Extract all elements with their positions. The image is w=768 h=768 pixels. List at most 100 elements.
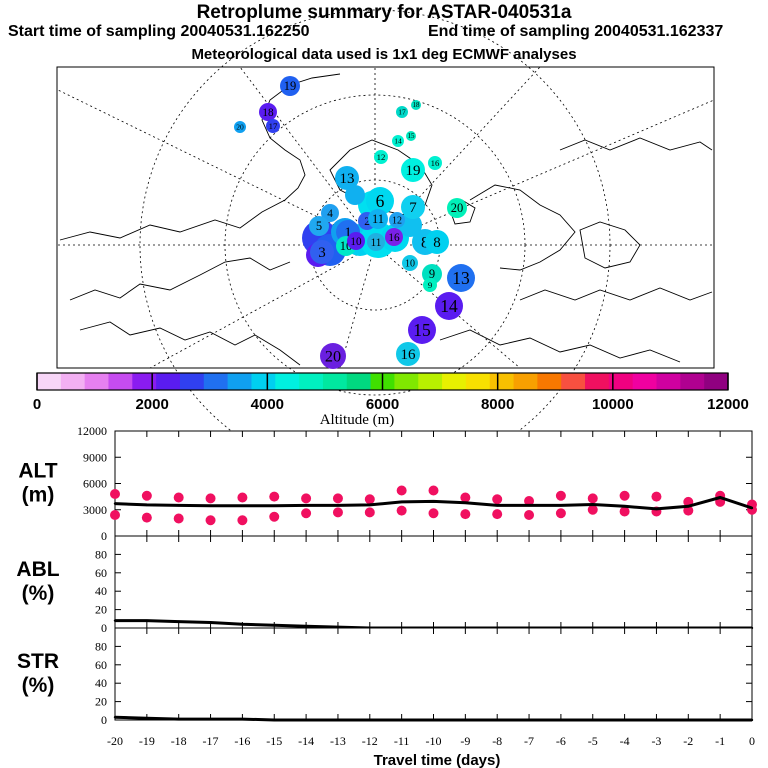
plume-marker [447,264,475,292]
meridian-line [339,244,376,369]
data-point [304,504,308,507]
plume-marker [366,187,394,215]
meridian-line [239,66,376,246]
data-point [177,504,180,507]
plume-marker [266,119,280,133]
plume-label: 19 [406,163,421,179]
data-point [145,619,149,622]
data-point [368,503,371,507]
data-point [432,718,435,722]
x-tick-label: -2 [683,734,693,748]
plume-label: 17 [398,108,406,117]
spread-marker [332,493,343,504]
spread-marker [141,512,152,523]
spread-marker [364,494,375,505]
plume-label: 12 [377,152,386,162]
plume-label: 15 [413,320,431,340]
plume-label: 20 [325,347,341,365]
y-tick-label: 40 [95,676,107,690]
colorbar-segment [37,373,62,390]
data-point [718,718,722,722]
colorbar-segment [322,373,348,390]
plume-marker [385,228,403,246]
spread-marker [364,507,375,518]
x-tick-label: -11 [394,734,410,748]
y-tick-label: 12000 [77,424,107,438]
start-time-label: Start time of sampling 20040531.162250 [8,23,310,40]
coastline-hudson [69,257,291,301]
panel-frame [114,430,753,537]
panel-ylabel: (m) [22,484,55,507]
plume-label: 2 [364,216,370,228]
plume-label: 17 [269,121,278,131]
plume-marker [367,233,385,251]
plume-marker [406,131,416,141]
data-point [177,717,180,721]
colorbar-segment [537,373,562,390]
spread-marker [301,493,312,504]
plume-marker [259,103,277,121]
end-time-label: End time of sampling 20040531.162337 [428,23,724,40]
spread-marker [269,491,280,502]
panel-ylabel: (%) [22,674,55,697]
spread-marker [237,515,248,526]
colorbar-tick-label: 8000 [481,396,514,413]
data-point [113,716,117,719]
x-tick-label: -1 [715,734,725,748]
spread-marker [428,508,439,519]
panel-alt: 0 3000 6000 9000 12000 ALT(m) [18,424,757,543]
data-point [464,501,467,504]
y-tick-label: 60 [95,658,107,672]
panel-ylabel: ALT [18,460,57,483]
plume-label: 6 [376,191,385,211]
data-point [336,718,340,722]
plume-label: 3 [318,245,326,261]
colorbar-segment [585,373,610,390]
x-tick-label: -20 [107,734,123,748]
data-point [432,500,435,503]
spread-marker [619,490,630,501]
data-point [304,624,308,628]
x-tick-label: -19 [139,734,155,748]
data-point [623,718,626,722]
plume-label: 13 [340,171,355,187]
spread-marker [460,509,471,520]
plume-label: 11 [371,237,382,249]
x-tick-label: -3 [651,734,661,748]
plume-marker [425,230,449,254]
data-point [273,504,276,508]
y-tick-label: 0 [101,621,107,635]
plume-label: 10 [405,258,415,269]
spread-marker [205,515,216,526]
plume-label: 8 [421,233,429,251]
data-point [623,505,626,508]
data-point [241,504,244,508]
plume-marker [396,106,408,118]
plume-marker [447,198,467,218]
data-point [241,623,244,626]
spread-marker [524,496,535,506]
data-point [559,504,563,507]
plume-marker [280,76,300,96]
spread-marker [683,505,694,516]
panel-frame [114,627,753,721]
x-tick-label: -18 [171,734,187,748]
plume-label: 8 [433,235,441,251]
plume-marker [320,343,346,369]
plume-marker [374,150,388,164]
y-tick-label: 0 [101,529,107,543]
plume-label: 11 [372,212,384,226]
data-point [273,624,276,627]
data-point [591,718,594,722]
colorbar-tick-label: 4000 [251,396,284,413]
data-point [718,496,722,499]
y-tick-label: 3000 [83,503,107,517]
y-tick-label: 40 [95,584,107,598]
coastline-siberia [439,329,681,363]
spread-marker [110,489,120,499]
spread-marker [651,491,662,502]
data-point [655,718,658,722]
